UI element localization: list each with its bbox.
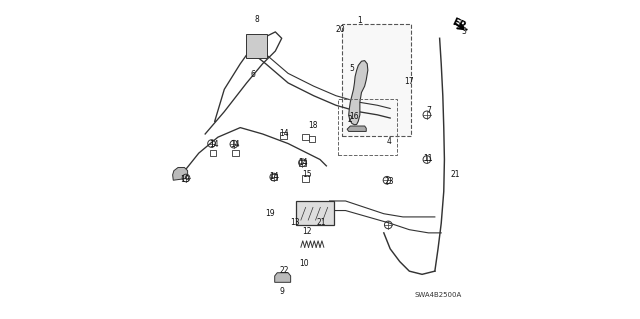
- Text: 3: 3: [461, 27, 467, 36]
- Text: 12: 12: [302, 227, 311, 236]
- Polygon shape: [173, 167, 188, 180]
- Text: 17: 17: [404, 77, 413, 86]
- Bar: [300, 160, 306, 166]
- Text: 16: 16: [349, 112, 359, 121]
- Bar: [232, 150, 239, 156]
- Polygon shape: [349, 61, 368, 125]
- Text: 22: 22: [280, 266, 289, 275]
- Text: 6: 6: [251, 70, 255, 78]
- Text: 14: 14: [298, 158, 308, 167]
- Text: 5: 5: [349, 64, 355, 73]
- Bar: [303, 134, 309, 140]
- Text: 14: 14: [279, 130, 289, 138]
- Text: FR.: FR.: [450, 17, 470, 33]
- Polygon shape: [347, 126, 366, 131]
- Text: 1: 1: [358, 16, 362, 25]
- Text: 4: 4: [387, 137, 392, 146]
- Text: 21: 21: [316, 218, 326, 227]
- Text: 7: 7: [426, 106, 431, 115]
- Text: 8: 8: [255, 15, 260, 24]
- Text: 13: 13: [291, 218, 300, 227]
- Bar: [280, 132, 287, 139]
- Text: 21: 21: [450, 170, 460, 179]
- Text: 19: 19: [180, 175, 190, 184]
- FancyBboxPatch shape: [296, 201, 334, 225]
- Text: 14: 14: [269, 172, 279, 181]
- Text: 14: 14: [230, 140, 239, 149]
- Text: 10: 10: [300, 259, 309, 268]
- Bar: [210, 150, 216, 156]
- Text: 9: 9: [280, 287, 285, 296]
- Text: 23: 23: [385, 177, 394, 186]
- Text: 20: 20: [335, 25, 345, 34]
- Text: 19: 19: [265, 209, 275, 218]
- Polygon shape: [275, 273, 291, 282]
- Text: 15: 15: [302, 170, 312, 179]
- Bar: [309, 136, 316, 142]
- Bar: [303, 175, 309, 182]
- Text: 11: 11: [423, 154, 433, 163]
- Text: SWA4B2500A: SWA4B2500A: [415, 292, 461, 298]
- Bar: [271, 174, 277, 180]
- FancyBboxPatch shape: [246, 34, 267, 58]
- FancyBboxPatch shape: [342, 24, 411, 136]
- Text: 18: 18: [308, 121, 317, 130]
- Text: 2: 2: [348, 115, 353, 124]
- Text: 14: 14: [209, 140, 219, 149]
